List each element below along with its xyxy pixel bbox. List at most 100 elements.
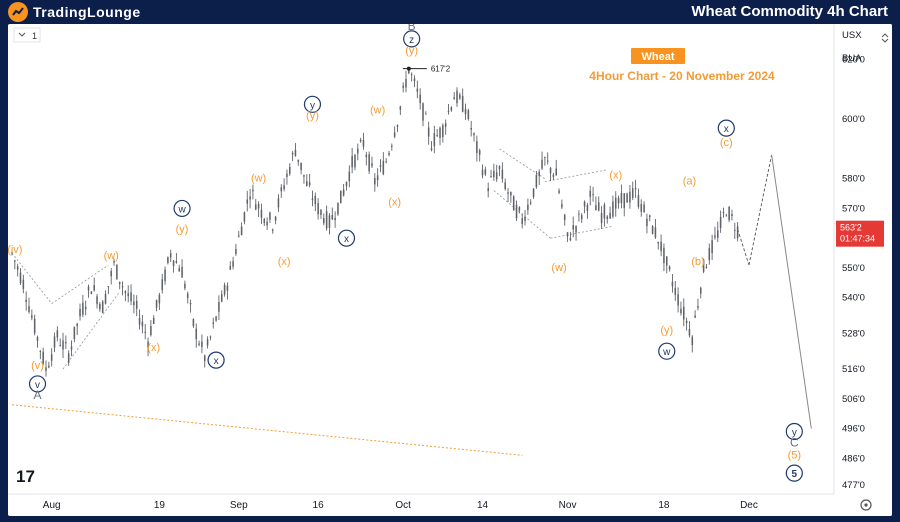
candle — [141, 321, 144, 327]
wave-circle — [28, 375, 47, 393]
candle — [357, 148, 359, 154]
candle — [470, 127, 472, 130]
candle — [665, 256, 668, 266]
candle — [561, 204, 563, 208]
x-tick-label: Oct — [395, 500, 411, 511]
current-price: 563'2 — [840, 223, 862, 233]
candle — [524, 216, 526, 222]
candle — [453, 97, 455, 100]
candle — [184, 283, 186, 289]
exchange-badge[interactable]: BUA — [842, 53, 862, 64]
candle — [87, 286, 90, 291]
candle — [385, 161, 387, 163]
wave-label: y — [310, 100, 315, 111]
y-tick-label: 570'0 — [842, 203, 865, 214]
wave-circle — [658, 342, 676, 360]
wave-label: A — [34, 388, 42, 402]
candle — [342, 189, 345, 196]
candle — [612, 201, 614, 217]
candle — [152, 318, 155, 324]
candle — [603, 204, 606, 219]
gear-icon[interactable] — [860, 499, 872, 511]
candle — [719, 216, 722, 228]
candle — [118, 281, 121, 284]
candle — [16, 266, 19, 270]
candle — [566, 232, 569, 237]
peak-price-label: 617'2 — [431, 65, 451, 74]
candle — [325, 211, 328, 229]
price-chart[interactable]: 617'2(iv) (w)v(v)A(x)w(y)x(w)(x)y(y)x(w)(… — [8, 24, 892, 516]
candle — [648, 215, 651, 218]
candle — [473, 133, 475, 136]
candle — [592, 194, 594, 196]
x-tick-label: 18 — [658, 500, 670, 511]
candle — [286, 173, 288, 177]
wave-label: (a) — [683, 176, 696, 188]
interval-selector[interactable] — [13, 27, 41, 43]
chart-title: Wheat Commodity 4h Chart — [691, 3, 888, 20]
candle — [303, 174, 305, 177]
candle — [269, 212, 271, 220]
candle — [172, 260, 175, 266]
candle — [246, 199, 249, 204]
x-tick-label: Sep — [230, 500, 248, 511]
candle — [609, 212, 611, 219]
candle — [195, 328, 198, 340]
candle — [444, 123, 447, 127]
candle — [348, 171, 351, 182]
candle — [461, 95, 464, 112]
y-tick-label: 486'0 — [842, 453, 865, 464]
candle — [300, 162, 302, 171]
candle — [107, 286, 110, 288]
candle — [365, 154, 368, 158]
candle — [631, 188, 634, 198]
candle — [702, 259, 705, 272]
candle — [124, 291, 127, 294]
wave-label: (w) — [370, 104, 385, 116]
candle — [263, 218, 266, 224]
candle — [393, 132, 396, 137]
candle — [235, 248, 237, 254]
tradingview-logo-icon: 17 — [16, 467, 35, 486]
candle — [382, 160, 385, 175]
candle — [388, 152, 390, 155]
candle — [121, 286, 124, 288]
candle — [694, 315, 696, 318]
candle — [399, 106, 402, 110]
candle — [529, 202, 532, 204]
candle — [637, 195, 640, 207]
candle — [175, 261, 178, 263]
currency-badge[interactable]: USX — [842, 30, 862, 41]
y-tick-label: 580'0 — [842, 174, 865, 185]
candle — [697, 306, 699, 308]
candle — [459, 94, 461, 99]
candle — [487, 188, 489, 192]
wave-label: (5) — [788, 449, 801, 461]
candle — [555, 168, 558, 176]
wave-label: x — [344, 234, 349, 245]
candle — [634, 188, 637, 190]
candle — [84, 306, 87, 310]
price-axis[interactable] — [834, 24, 892, 516]
candle — [408, 68, 410, 74]
wave-label: w — [662, 347, 671, 358]
candle — [48, 365, 50, 368]
chevron-up-icon — [881, 33, 889, 38]
candle — [317, 203, 319, 215]
candle — [629, 191, 631, 203]
title-badge-text: Wheat — [642, 51, 675, 63]
candle — [722, 211, 725, 214]
wave-circle — [403, 30, 421, 48]
interval-value: 1 — [32, 31, 37, 41]
candle — [323, 218, 325, 224]
wave-label: (y) — [176, 223, 189, 235]
candle — [220, 294, 223, 302]
candle — [181, 266, 183, 278]
candle — [600, 213, 603, 224]
candle — [354, 154, 356, 168]
candle — [606, 216, 609, 220]
candle — [456, 90, 458, 104]
candle — [663, 247, 665, 264]
chart-panel[interactable]: 617'2 (iv) (w) v (v) A (x) w (y) x (w) (x) y (y) x (w)(… — [8, 24, 892, 516]
candle — [569, 238, 572, 241]
